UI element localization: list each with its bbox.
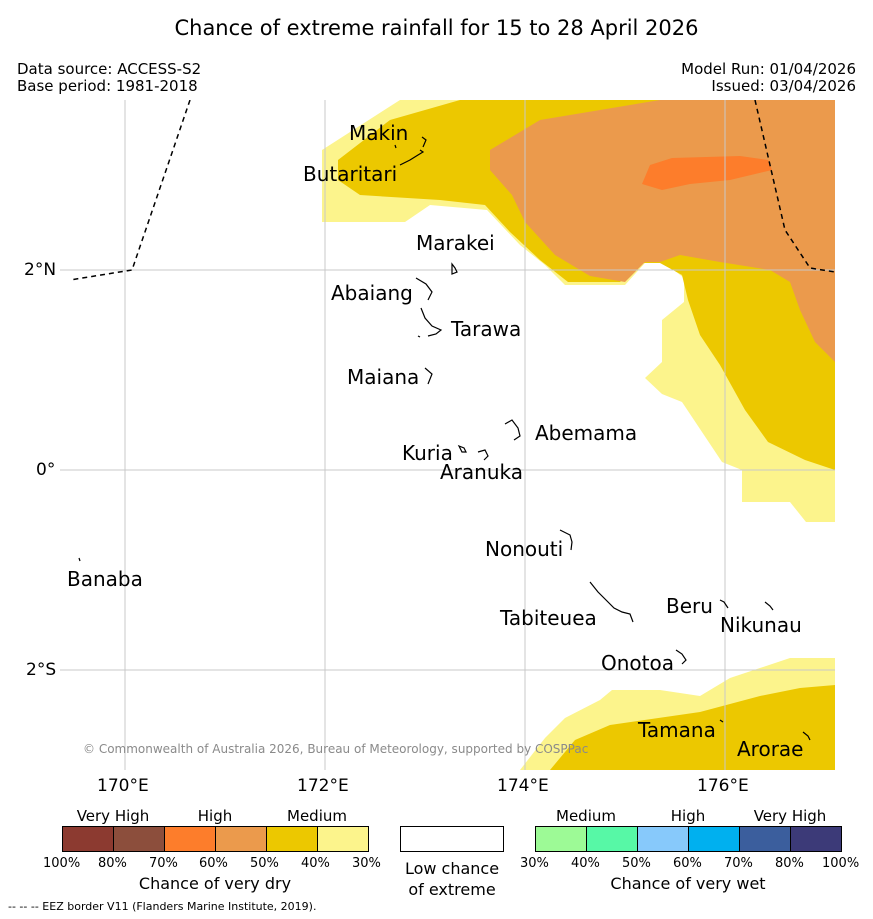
island-label: Abemama [535, 421, 638, 445]
region-dry-40-50-south [550, 685, 835, 770]
legend-dry-swatch [317, 826, 369, 852]
legend-wet-tick: 30% [520, 856, 549, 871]
legend-wet-tick: 80% [775, 856, 804, 871]
legend-wet-header: Very High [753, 807, 827, 825]
legend-dry-swatch [215, 826, 267, 852]
legend-dry-swatch [266, 826, 318, 852]
legend-wet-tick: 70% [724, 856, 753, 871]
legend-dry-tick: 80% [98, 856, 127, 871]
legend-dry-tick: 50% [250, 856, 279, 871]
island-label: Beru [666, 594, 713, 618]
lat-label-0: 0° [36, 460, 56, 480]
lon-label-172e: 172°E [297, 776, 349, 796]
island-label: Nikunau [720, 613, 802, 637]
island-label: Nonouti [485, 537, 564, 561]
eez-footnote: -- -- -- EEZ border V11 (Flanders Marine… [8, 900, 317, 913]
island-label: Tabiteuea [500, 606, 597, 630]
island-label: Marakei [416, 231, 495, 255]
island-label: Kuria [402, 441, 453, 465]
region-dry-60-70 [642, 156, 772, 190]
legend-dry-swatch [62, 826, 114, 852]
base-period: Base period: 1981-2018 [17, 77, 198, 95]
island-label: Aranuka [440, 460, 523, 484]
legend-dry-swatch [113, 826, 165, 852]
legend-dry-tick: 30% [352, 856, 381, 871]
island-label: Banaba [67, 567, 143, 591]
island-label: Abaiang [331, 281, 413, 305]
lon-label-174e: 174°E [497, 776, 549, 796]
island-label: Butaritari [303, 162, 398, 186]
legend-wet-tick: 50% [622, 856, 651, 871]
legend-dry-header: Medium [287, 807, 347, 825]
legend-wet-swatch [586, 826, 638, 852]
data-source: Data source: ACCESS-S2 [17, 60, 202, 78]
legend-dry-tick: 40% [301, 856, 330, 871]
lat-label-2s: 2°S [26, 660, 57, 680]
legend-wet-swatch [739, 826, 791, 852]
island-outlines [78, 136, 811, 741]
legend-wet-tick: 60% [673, 856, 702, 871]
issued-date: Issued: 03/04/2026 [711, 77, 856, 95]
legend-low-caption-2: of extreme [408, 880, 496, 899]
model-run: Model Run: 01/04/2026 [681, 60, 856, 78]
copyright-notice: © Commonwealth of Australia 2026, Bureau… [83, 742, 589, 756]
graticule [60, 100, 835, 770]
legend-dry-tick: 60% [199, 856, 228, 871]
legend-wet-tick: 100% [822, 856, 860, 871]
island-label: Tamana [638, 718, 716, 742]
legend-dry-tick: 70% [149, 856, 178, 871]
island-label: Maiana [347, 365, 420, 389]
legend-wet-swatch [637, 826, 689, 852]
legend-low-caption-1: Low chance [404, 859, 500, 878]
legend-wet-tick: 40% [571, 856, 600, 871]
map-title: Chance of extreme rainfall for 15 to 28 … [174, 16, 699, 40]
legend-dry-header: High [197, 807, 233, 825]
legend-wet-swatch [535, 826, 587, 852]
legend-low-swatch [400, 826, 504, 852]
eez-border [69, 100, 836, 281]
lat-label-2n: 2°N [24, 260, 57, 280]
legend-wet-header: Medium [556, 807, 616, 825]
legend-dry-tick: 100% [43, 856, 81, 871]
legend-wet-header: High [670, 807, 706, 825]
island-label: Makin [349, 121, 409, 145]
island-label: Tarawa [451, 317, 522, 341]
rainfall-map [60, 100, 836, 770]
legend-dry-header: Very High [76, 807, 150, 825]
legend-wet-swatch [688, 826, 740, 852]
legend-dry-caption: Chance of very dry [138, 874, 292, 893]
island-label: Onotoa [601, 651, 674, 675]
lon-label-176e: 176°E [697, 776, 749, 796]
island-label: Arorae [737, 737, 804, 761]
lon-label-170e: 170°E [97, 776, 149, 796]
legend-wet-swatch [790, 826, 842, 852]
legend-dry-swatch [164, 826, 216, 852]
legend-wet-caption: Chance of very wet [610, 874, 766, 893]
